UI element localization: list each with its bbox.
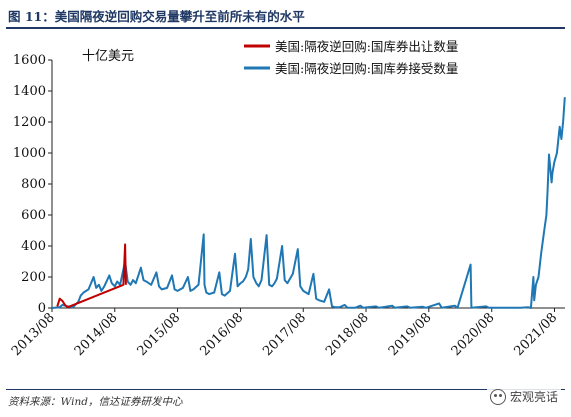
x-tick-label: 2020/08	[449, 310, 498, 359]
title-rule	[6, 27, 565, 29]
watermark-text: 宏观亮话	[509, 390, 558, 404]
watermark: 宏观亮话	[486, 388, 561, 405]
series-layer	[51, 97, 566, 309]
y-tick-label: 0	[38, 301, 46, 316]
y-tick-label: 600	[21, 208, 46, 223]
y-tick-label: 1200	[13, 115, 46, 130]
x-tick-label: 2017/08	[260, 310, 309, 359]
series-line-2	[51, 97, 566, 309]
x-axis-ticks: 2013/08 2014/08 2015/08 2016/08 2017/08 2018/…	[9, 308, 560, 359]
y-axis-ticks: 0 200 400 600 800 1000 1200 1400 1600	[13, 53, 52, 316]
x-tick-label: 2021/08	[512, 310, 561, 359]
x-tick-label: 2015/08	[135, 310, 184, 359]
chart-axes	[51, 60, 565, 309]
y-tick-label: 1400	[13, 84, 46, 99]
x-tick-label: 2013/08	[9, 310, 58, 359]
source-note: 资料来源：Wind，信达证券研发中心	[8, 396, 183, 408]
x-tick-label: 2014/08	[72, 310, 121, 359]
x-tick-label: 2018/08	[323, 310, 372, 359]
source-rule	[6, 389, 565, 390]
series-line-1	[56, 243, 127, 309]
y-tick-label: 400	[21, 239, 46, 254]
figure-title: 图 11：美国隔夜逆回购交易量攀升至前所未有的水平	[8, 9, 305, 24]
y-tick-label: 200	[21, 270, 46, 285]
x-tick-label: 2019/08	[386, 310, 435, 359]
y-tick-label: 800	[21, 177, 46, 192]
x-tick-label: 2016/08	[198, 310, 247, 359]
wechat-icon	[489, 388, 506, 405]
y-tick-label: 1000	[13, 146, 46, 161]
y-tick-label: 1600	[13, 53, 46, 68]
legend-label-2: 美国:隔夜逆回购:国库券接受数量	[275, 61, 458, 76]
legend-label-1: 美国:隔夜逆回购:国库券出让数量	[275, 39, 458, 54]
unit-label: 十亿美元	[82, 49, 134, 64]
